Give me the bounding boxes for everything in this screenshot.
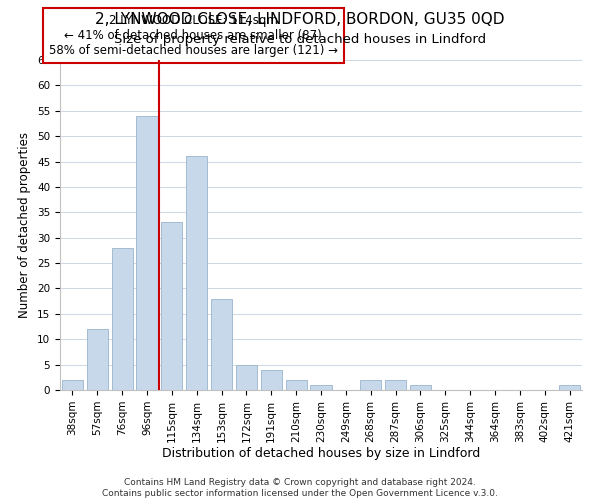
Text: Size of property relative to detached houses in Lindford: Size of property relative to detached ho… (114, 32, 486, 46)
Bar (410, 385, 431, 390)
Bar (62, 380, 83, 390)
Bar (136, 116, 158, 390)
Bar (87, 329, 108, 390)
Bar (211, 298, 232, 390)
Bar (559, 385, 580, 390)
Bar (236, 364, 257, 390)
X-axis label: Distribution of detached houses by size in Lindford: Distribution of detached houses by size … (162, 448, 480, 460)
Bar (112, 248, 133, 390)
Bar (360, 380, 381, 390)
Bar (261, 370, 282, 390)
Y-axis label: Number of detached properties: Number of detached properties (19, 132, 31, 318)
Bar (186, 156, 207, 390)
Text: 2, LYNWOOD CLOSE, LINDFORD, BORDON, GU35 0QD: 2, LYNWOOD CLOSE, LINDFORD, BORDON, GU35… (95, 12, 505, 28)
Bar (161, 222, 182, 390)
Bar (310, 385, 332, 390)
Text: 2 LYNWOOD CLOSE: 114sqm
← 41% of detached houses are smaller (87)
58% of semi-de: 2 LYNWOOD CLOSE: 114sqm ← 41% of detache… (49, 14, 338, 56)
Bar (385, 380, 406, 390)
Text: Contains HM Land Registry data © Crown copyright and database right 2024.
Contai: Contains HM Land Registry data © Crown c… (102, 478, 498, 498)
Bar (286, 380, 307, 390)
